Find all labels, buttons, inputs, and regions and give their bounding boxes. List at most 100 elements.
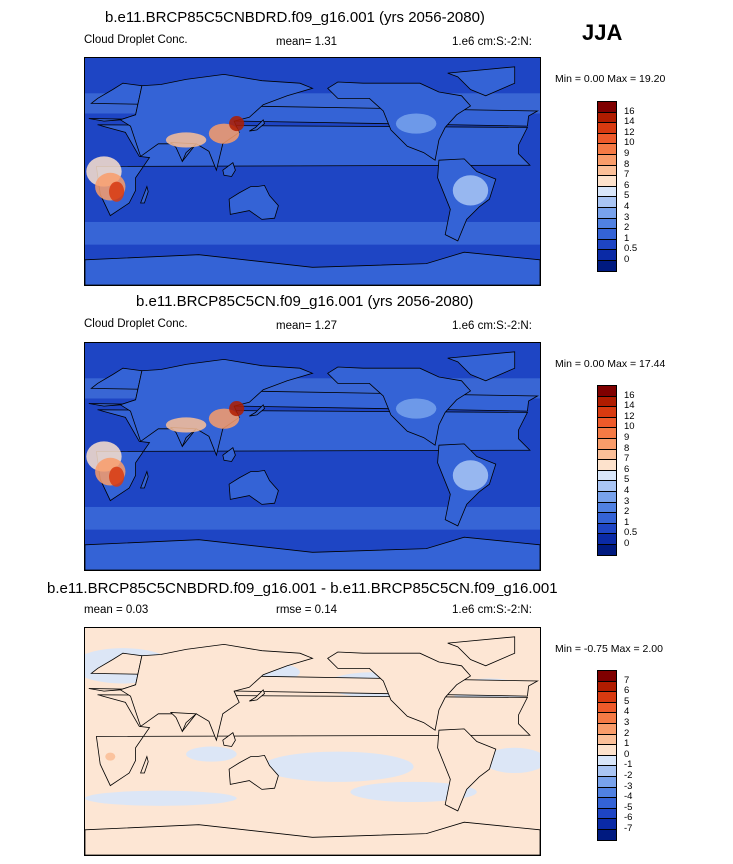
panel-3-rmse-label: rmse = 0.14 [276, 604, 338, 616]
season-label: JJA [582, 20, 623, 45]
colorbar-tick-label: -5 [624, 801, 633, 813]
negative-diff-patch [483, 747, 540, 774]
colorbar-tick-label: -6 [624, 812, 633, 824]
negative-diff-patch [186, 746, 237, 762]
colorbar-tick-label: 3 [624, 211, 630, 223]
colorbar-tick-label: 4 [624, 201, 630, 212]
colorbar-tick-label: 0 [624, 748, 630, 760]
coastline-antarctica [85, 821, 540, 855]
colorbar-tick-label: 5 [624, 695, 630, 707]
panel-3-title: b.e11.BRCP85C5CNBDRD.f09_g16.001 - b.e11… [47, 580, 558, 597]
colorbar-tick-label: 0.5 [624, 243, 638, 255]
coastline-japan [249, 689, 265, 702]
panel-3-map-svg [85, 628, 540, 855]
coastline-antarctica [85, 251, 540, 285]
high-concentration-region [165, 132, 207, 148]
colorbar-tick-label: 8 [624, 158, 630, 170]
colorbar-tick-label: 14 [624, 116, 635, 128]
negative-diff-patch [85, 790, 237, 806]
coastline-south-america [437, 728, 497, 812]
positive-diff-patch [105, 752, 116, 761]
colorbar-tick-label: 7 [624, 169, 630, 181]
panel-1-mean-label: mean= 1.31 [276, 36, 338, 48]
coastline-borneo [222, 732, 236, 747]
colorbar-tick-label: 12 [624, 126, 635, 138]
high-concentration-region [165, 417, 207, 433]
high-concentration-region [452, 175, 489, 206]
colorbar-tick-label: 6 [624, 179, 630, 191]
negative-diff-patch [350, 781, 477, 803]
colorbar-tick-label: 7 [624, 453, 630, 465]
panel-1-map [84, 57, 541, 286]
high-concentration-region [229, 401, 245, 417]
coastline-japan [249, 404, 265, 417]
negative-diff-patch [261, 751, 414, 782]
high-concentration-region [229, 116, 245, 132]
colorbar-tick-label: -4 [624, 791, 633, 803]
colorbar-tick-label: 9 [624, 432, 630, 443]
colorbar-tick-label: 8 [624, 442, 630, 454]
coastline-madagascar [140, 470, 149, 489]
colorbar-tick-label: 0 [624, 254, 630, 265]
coastline-australia [228, 469, 279, 505]
coastline-greenland [447, 66, 516, 97]
colorbar-tick-label: 7 [624, 674, 630, 686]
coastline-greenland [447, 636, 516, 667]
panel-2-map [84, 342, 541, 571]
colorbar-tick-label: 1 [624, 232, 630, 244]
colorbar-tick-label: 0 [624, 538, 630, 549]
southern-ocean-band [85, 506, 540, 530]
coastline-borneo [222, 447, 236, 462]
panel-2-map-svg [85, 343, 540, 570]
panel-2-units-label: 1.e6 cm:S:-2:N: [452, 320, 532, 332]
panel-1-units-label: 1.e6 cm:S:-2:N: [452, 36, 532, 48]
panel-2-minmax: Min = 0.00 Max = 17.44 [555, 358, 666, 370]
panel-2-variable-label: Cloud Droplet Conc. [84, 318, 188, 330]
colorbar-tick-label: 0.5 [624, 527, 638, 539]
colorbar-tick-label: 4 [624, 485, 630, 496]
colorbar-tick-label: 9 [624, 148, 630, 159]
colorbar-tick-label: 14 [624, 400, 635, 412]
colorbar-swatch [597, 829, 617, 841]
high-concentration-region [452, 460, 489, 491]
colorbar-tick-label: 6 [624, 685, 630, 697]
high-concentration-region [109, 466, 125, 487]
coastline-north-america [327, 651, 472, 731]
colorbar-tick-label: 4 [624, 706, 630, 718]
panel-3-units-label: 1.e6 cm:S:-2:N: [452, 604, 532, 616]
colorbar-tick-label: 12 [624, 410, 635, 422]
panel-1-title: b.e11.BRCP85C5CNBDRD.f09_g16.001 (yrs 20… [105, 9, 485, 26]
colorbar-tick-label: 10 [624, 421, 635, 433]
colorbar-swatch [597, 544, 617, 556]
coastline-madagascar [140, 185, 149, 204]
colorbar-tick-label: 10 [624, 137, 635, 149]
colorbar-tick-label: 2 [624, 506, 630, 518]
high-concentration-region [109, 181, 125, 202]
colorbar-tick-label: -7 [624, 823, 633, 834]
coastline-greenland [447, 351, 516, 382]
panel-2-mean-label: mean= 1.27 [276, 320, 338, 332]
colorbar-tick-label: -1 [624, 759, 633, 771]
high-concentration-region [395, 113, 437, 134]
panel-1-variable-label: Cloud Droplet Conc. [84, 34, 188, 46]
colorbar-tick-label: 5 [624, 190, 630, 202]
panel-1-minmax: Min = 0.00 Max = 19.20 [555, 73, 666, 85]
colorbar-tick-label: -2 [624, 770, 633, 781]
colorbar-tick-label: 6 [624, 463, 630, 475]
panel-3-map [84, 627, 541, 856]
colorbar-tick-label: 5 [624, 474, 630, 486]
colorbar-tick-label: 16 [624, 389, 635, 401]
colorbar-swatch [597, 260, 617, 272]
colorbar-tick-label: 2 [624, 222, 630, 234]
panel-2-title: b.e11.BRCP85C5CN.f09_g16.001 (yrs 2056-2… [136, 293, 474, 310]
colorbar-tick-label: 3 [624, 495, 630, 507]
southern-ocean-band [85, 221, 540, 245]
coastline-japan [249, 119, 265, 132]
panel-1-map-svg [85, 58, 540, 285]
coastline-australia [228, 184, 279, 220]
colorbar-tick-label: 1 [624, 516, 630, 528]
panel-3-mean-label: mean = 0.03 [84, 604, 149, 616]
coastline-madagascar [140, 755, 149, 774]
colorbar-tick-label: -3 [624, 780, 633, 792]
colorbar-tick-label: 16 [624, 105, 635, 117]
